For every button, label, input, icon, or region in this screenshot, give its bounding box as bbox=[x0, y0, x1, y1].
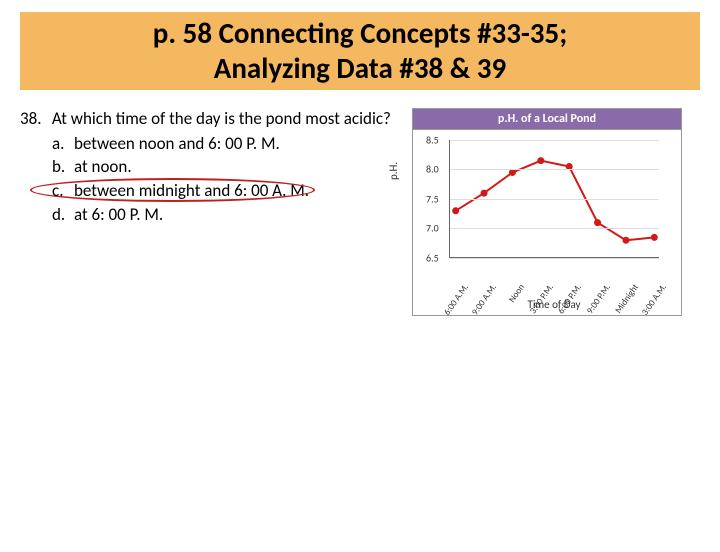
option-c: c. between midnight and 6: 00 A. M. bbox=[52, 180, 400, 203]
ytick-label: 6.5 bbox=[426, 251, 439, 264]
ytick-label: 7.0 bbox=[426, 222, 439, 235]
option-letter: a. bbox=[52, 133, 64, 156]
question-stem: At which time of the day is the pond mos… bbox=[52, 108, 392, 131]
question-number: 38. bbox=[20, 108, 48, 131]
question-block: 38. At which time of the day is the pond… bbox=[20, 108, 400, 316]
slide-title: p. 58 Connecting Concepts #33-35; Analyz… bbox=[30, 16, 690, 86]
option-text: between noon and 6: 00 P. M. bbox=[74, 133, 280, 154]
option-letter: d. bbox=[52, 204, 65, 227]
option-text: at noon. bbox=[74, 156, 132, 177]
slide-title-bar: p. 58 Connecting Concepts #33-35; Analyz… bbox=[20, 12, 700, 90]
option-letter: c. bbox=[52, 180, 63, 203]
chart-panel: p.H. of a Local Pond p.H. 6.57.07.58.08.… bbox=[412, 108, 682, 316]
ytick-label: 7.5 bbox=[426, 192, 439, 205]
ytick-label: 8.0 bbox=[426, 163, 439, 176]
chart-body: p.H. 6.57.07.58.08.56:00 A.M.9:00 A.M.No… bbox=[413, 130, 681, 315]
option-d: d. at 6: 00 P. M. bbox=[52, 204, 400, 227]
ytick-label: 8.5 bbox=[426, 133, 439, 146]
content-row: 38. At which time of the day is the pond… bbox=[0, 90, 720, 316]
title-line1: p. 58 Connecting Concepts #33-35; bbox=[153, 15, 567, 51]
option-text: at 6: 00 P. M. bbox=[74, 204, 163, 225]
option-text: between midnight and 6: 00 A. M. bbox=[74, 180, 309, 201]
chart-ylabel: p.H. bbox=[387, 161, 400, 179]
title-line2: Analyzing Data #38 & 39 bbox=[214, 50, 506, 86]
options-list: a. between noon and 6: 00 P. M. b. at no… bbox=[52, 133, 400, 228]
option-b: b. at noon. bbox=[52, 156, 400, 179]
option-letter: b. bbox=[52, 156, 65, 179]
chart-title: p.H. of a Local Pond bbox=[413, 109, 681, 130]
plot-area: 6.57.07.58.08.56:00 A.M.9:00 A.M.Noon3:0… bbox=[449, 140, 659, 258]
option-a: a. between noon and 6: 00 P. M. bbox=[52, 133, 400, 156]
